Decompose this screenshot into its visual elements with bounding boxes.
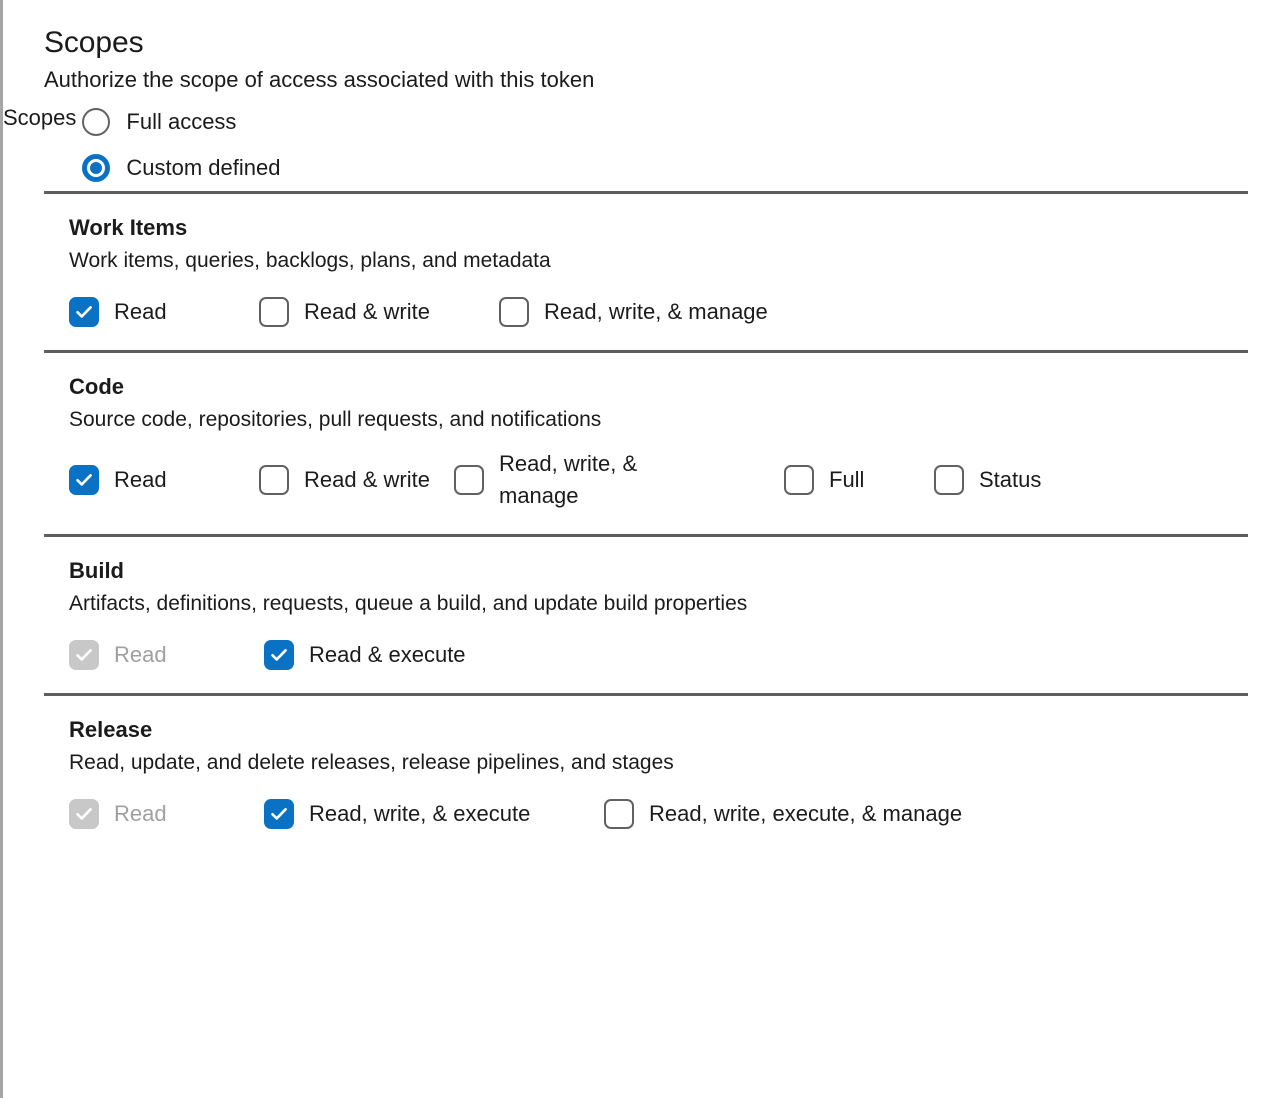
section-description: Artifacts, definitions, requests, queue … xyxy=(69,592,748,615)
checkbox-option[interactable]: Read & write xyxy=(259,296,499,328)
checkbox-option[interactable]: Read, write, & manage xyxy=(454,448,784,512)
section-title: Build xyxy=(69,558,124,583)
checkbox-unchecked-icon[interactable] xyxy=(784,465,814,495)
checkbox-option-label: Read xyxy=(114,642,167,667)
checkbox-option[interactable]: Status xyxy=(934,464,1041,496)
checkbox-option-label: Read & write xyxy=(304,467,430,492)
section-code: Code Source code, repositories, pull requ… xyxy=(3,353,1282,534)
section-divider xyxy=(44,534,1248,537)
checkbox-option[interactable]: Read, write, & execute xyxy=(264,798,604,830)
checkbox-option-label: Status xyxy=(979,467,1042,492)
checkbox-checked-icon[interactable] xyxy=(264,640,294,670)
section-description: Source code, repositories, pull requests… xyxy=(69,408,602,431)
check-icon xyxy=(271,649,287,661)
checkbox-option[interactable]: Read xyxy=(69,464,259,496)
scope-mode-option-full-access[interactable]: Full access xyxy=(82,99,280,145)
section-work-items: Work Items Work items, queries, backlogs,… xyxy=(3,194,1282,350)
scopes-header: Scopes Authorize the scope of access ass… xyxy=(3,0,1282,95)
checkbox-unchecked-icon[interactable] xyxy=(259,297,289,327)
check-icon xyxy=(271,808,287,820)
radio-unselected-icon[interactable] xyxy=(82,108,111,136)
checkbox-option: Read xyxy=(69,639,264,671)
checkbox-option[interactable]: Read & write xyxy=(259,464,454,496)
section-description: Read, update, and delete releases, relea… xyxy=(69,751,674,774)
checkbox-checked-icon[interactable] xyxy=(69,465,99,495)
scope-mode-option-label: Custom defined xyxy=(126,155,281,180)
section-options: Read Read & write Read, write, & manage xyxy=(69,296,1282,328)
section-divider xyxy=(44,693,1248,696)
checkbox-option-label: Read, write, & execute xyxy=(309,801,531,826)
checkbox-option-label: Read xyxy=(114,299,167,324)
page-title: Scopes xyxy=(44,26,144,59)
scope-mode-group-label: Scopes xyxy=(3,105,77,130)
section-options: Read Read & write Read, write, & manage Ful… xyxy=(69,448,1282,512)
checkbox-option-label: Read & execute xyxy=(309,642,466,667)
check-icon xyxy=(76,306,92,318)
checkbox-option-label: Read xyxy=(114,467,167,492)
checkbox-option: Read xyxy=(69,798,264,830)
checkbox-option[interactable]: Read, write, & manage xyxy=(499,296,768,328)
section-divider xyxy=(44,350,1248,353)
scope-sections: Work Items Work items, queries, backlogs,… xyxy=(3,191,1282,852)
section-release: Release Read, update, and delete releases… xyxy=(3,696,1282,852)
scope-mode-options: Full access Custom defined xyxy=(82,99,280,191)
checkbox-option[interactable]: Read xyxy=(69,296,259,328)
checkbox-unchecked-icon[interactable] xyxy=(934,465,964,495)
section-build: Build Artifacts, definitions, requests, q… xyxy=(3,537,1282,693)
scope-mode-option-custom-defined[interactable]: Custom defined xyxy=(82,145,280,191)
radio-selected-icon[interactable] xyxy=(82,154,111,182)
scope-mode-option-label: Full access xyxy=(126,109,237,134)
checkbox-unchecked-icon[interactable] xyxy=(604,799,634,829)
checkbox-unchecked-icon[interactable] xyxy=(259,465,289,495)
check-icon xyxy=(76,808,92,820)
scope-mode-radio-group: Scopes Full access Custom defined xyxy=(3,99,1282,191)
checkbox-option[interactable]: Full xyxy=(784,464,934,496)
checkbox-option-label: Read & write xyxy=(304,299,430,324)
checkbox-unchecked-icon[interactable] xyxy=(499,297,529,327)
checkbox-checked-disabled-icon xyxy=(69,640,99,670)
checkbox-option-label: Read, write, & manage xyxy=(499,451,638,508)
section-options: Read Read, write, & execute Read, write, e… xyxy=(69,798,1282,830)
checkbox-option-label: Read, write, & manage xyxy=(544,299,768,324)
checkbox-checked-icon[interactable] xyxy=(264,799,294,829)
check-icon xyxy=(76,474,92,486)
checkbox-option[interactable]: Read & execute xyxy=(264,639,466,671)
section-title: Code xyxy=(69,374,124,399)
section-options: Read Read & execute xyxy=(69,639,1282,671)
checkbox-checked-disabled-icon xyxy=(69,799,99,829)
check-icon xyxy=(76,649,92,661)
section-title: Work Items xyxy=(69,215,188,240)
page-subtitle: Authorize the scope of access associated… xyxy=(44,67,595,92)
section-divider xyxy=(44,191,1248,194)
checkbox-option-label: Read xyxy=(114,801,167,826)
section-title: Release xyxy=(69,717,153,742)
checkbox-option[interactable]: Read, write, execute, & manage xyxy=(604,798,962,830)
checkbox-unchecked-icon[interactable] xyxy=(454,465,484,495)
section-description: Work items, queries, backlogs, plans, an… xyxy=(69,249,551,272)
checkbox-checked-icon[interactable] xyxy=(69,297,99,327)
checkbox-option-label: Full xyxy=(829,467,865,492)
checkbox-option-label: Read, write, execute, & manage xyxy=(649,801,963,826)
